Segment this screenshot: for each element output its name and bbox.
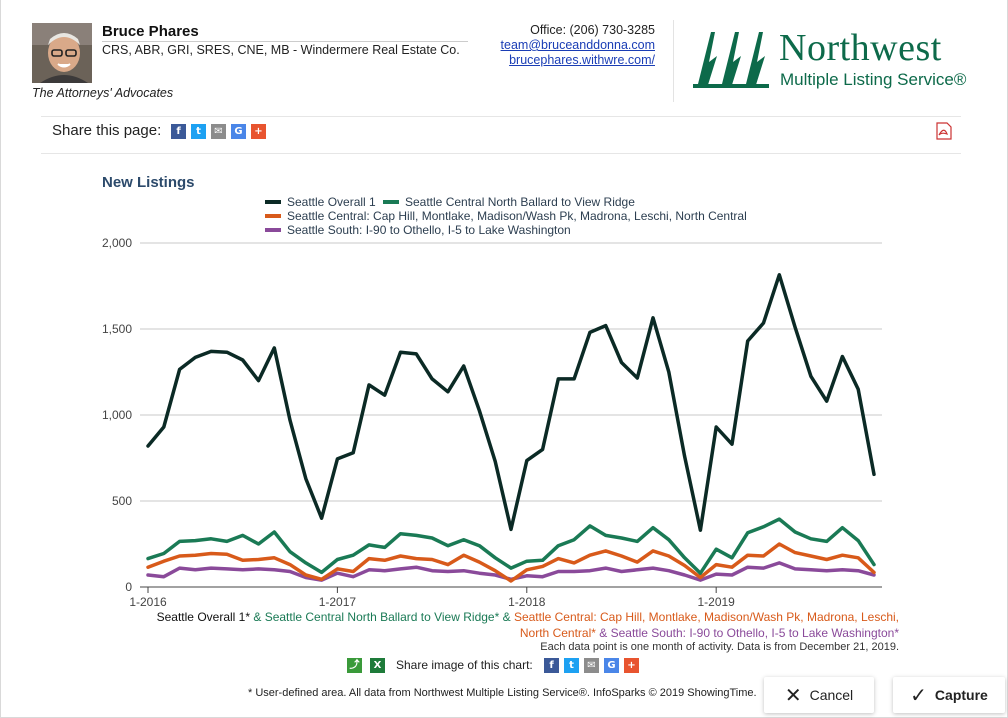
website-link[interactable]: brucephares.withwre.com/	[509, 53, 655, 67]
y-tick-label: 0	[125, 580, 132, 594]
excel-icon[interactable]: X	[370, 658, 385, 673]
share-bar: Share this page: f t ✉ G +	[41, 116, 961, 154]
share-label: Share this page:	[52, 122, 162, 139]
y-tick-label: 500	[112, 494, 132, 508]
legend-label: Seattle Overall 1	[287, 195, 376, 209]
caption-series-2: Seattle Central North Ballard to View Ri…	[264, 610, 500, 624]
caption-series-3b: North Central*	[519, 626, 596, 640]
series-line-0	[146, 273, 876, 532]
caption-series-3: Seattle Central: Cap Hill, Montlake, Mad…	[513, 610, 899, 624]
legend-swatch	[265, 213, 281, 218]
email-icon[interactable]: ✉	[584, 658, 599, 673]
legend-swatch	[383, 199, 399, 204]
share-icon[interactable]: ⤴	[347, 658, 362, 673]
twitter-icon[interactable]: t	[564, 658, 579, 673]
email-icon[interactable]: ✉	[211, 124, 226, 139]
series-line-3	[146, 561, 876, 582]
legend-item-seattle-south: Seattle South: I-90 to Othello, I-5 to L…	[265, 223, 571, 237]
legend-label: Seattle South: I-90 to Othello, I-5 to L…	[287, 223, 571, 237]
series-caption: Seattle Overall 1* & Seattle Central Nor…	[139, 609, 899, 641]
series-line-2	[146, 542, 876, 583]
plus-icon[interactable]: +	[251, 124, 266, 139]
twitter-icon[interactable]: t	[191, 124, 206, 139]
caption-series-1: Seattle Overall 1*	[156, 610, 251, 624]
legend-item-central-cap-hill: Seattle Central: Cap Hill, Montlake, Mad…	[265, 209, 747, 223]
footnote: * User-defined area. All data from North…	[248, 687, 757, 699]
caption-amp: &	[250, 610, 265, 624]
nwmls-name: Northwest	[779, 27, 942, 69]
chart-title: New Listings	[102, 174, 195, 191]
office-phone: Office: (206) 730-3285	[530, 23, 655, 37]
legend-item-central-north: Seattle Central North Ballard to View Ri…	[383, 195, 635, 209]
email-link[interactable]: team@bruceanddonna.com	[500, 38, 655, 52]
caption-amp: &	[595, 626, 611, 640]
caption-amp: &	[499, 610, 514, 624]
legend-swatch	[265, 227, 281, 232]
plus-icon[interactable]: +	[624, 658, 639, 673]
series-line-1	[146, 517, 876, 575]
caption-series-4: Seattle South: I-90 to Othello, I-5 to L…	[610, 626, 899, 640]
legend-swatch	[265, 199, 281, 204]
y-tick-label: 2,000	[102, 236, 132, 250]
close-icon: ✕	[784, 683, 802, 707]
header-divider	[673, 20, 674, 102]
y-tick-label: 1,500	[102, 322, 132, 336]
google-icon[interactable]: G	[604, 658, 619, 673]
pdf-icon[interactable]	[936, 122, 952, 140]
share-image-label: Share image of this chart:	[396, 658, 533, 672]
contact-block: Office: (206) 730-3285 team@bruceanddonn…	[501, 23, 655, 68]
x-tick-label: 1-2016	[129, 595, 167, 609]
capture-label: Capture	[934, 687, 988, 703]
agent-name: Bruce Phares	[102, 23, 199, 40]
nwmls-subtitle: Multiple Listing Service®	[780, 70, 967, 89]
capture-button[interactable]: ✓ Capture	[893, 677, 1005, 713]
agent-divider	[102, 41, 468, 42]
facebook-icon[interactable]: f	[544, 658, 559, 673]
agent-avatar	[32, 23, 92, 83]
data-note: Each data point is one month of activity…	[540, 641, 899, 653]
nwmls-trees-icon	[693, 32, 769, 88]
google-icon[interactable]: G	[231, 124, 246, 139]
x-tick-label: 1-2019	[697, 595, 735, 609]
legend-label: Seattle Central: Cap Hill, Montlake, Mad…	[287, 209, 747, 223]
agent-tagline: The Attorneys' Advocates	[32, 86, 174, 100]
cancel-button[interactable]: ✕ Cancel	[764, 677, 874, 713]
x-tick-label: 1-2018	[508, 595, 546, 609]
y-tick-label: 1,000	[102, 408, 132, 422]
facebook-icon[interactable]: f	[171, 124, 186, 139]
legend-label: Seattle Central North Ballard to View Ri…	[405, 195, 635, 209]
check-icon: ✓	[910, 683, 927, 707]
cancel-label: Cancel	[809, 687, 854, 703]
legend-item-seattle-overall: Seattle Overall 1	[265, 195, 376, 209]
agent-credentials: CRS, ABR, GRI, SRES, CNE, MB - Windermer…	[102, 43, 460, 57]
x-tick-label: 1-2017	[319, 595, 357, 609]
nwmls-logo: Northwest Multiple Listing Service®	[693, 26, 973, 92]
